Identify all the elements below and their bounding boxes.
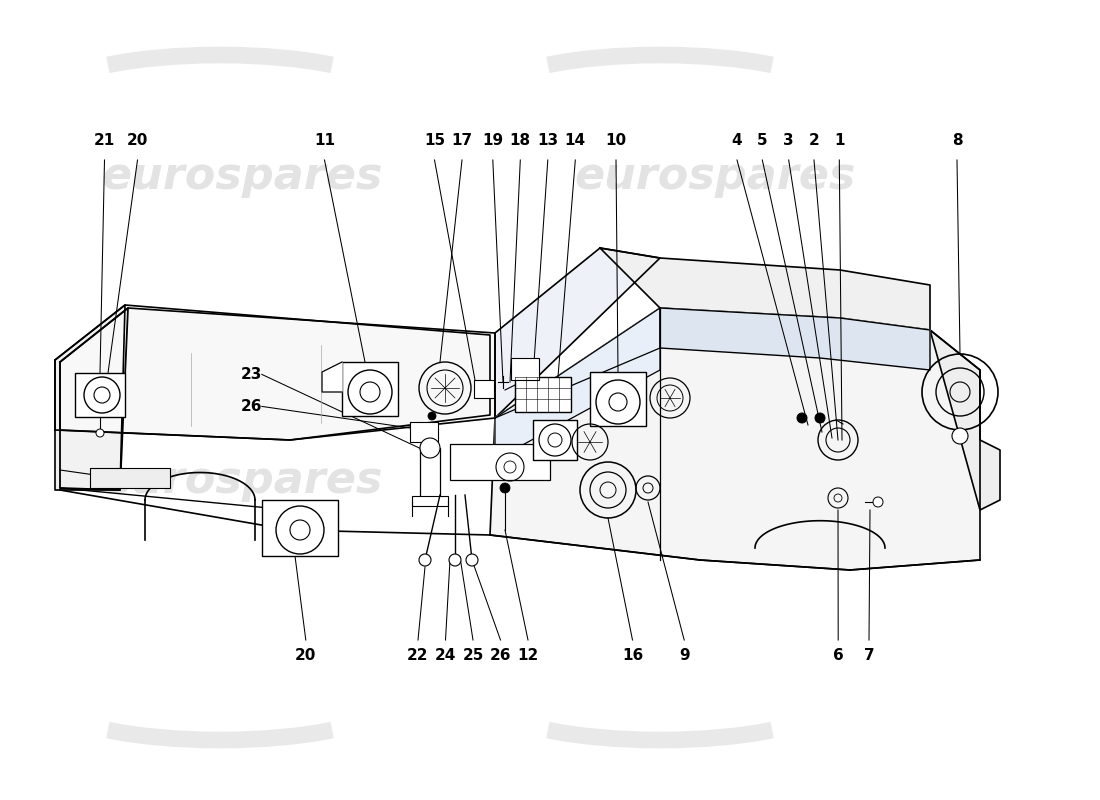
Text: eurospares: eurospares [574,154,856,198]
Polygon shape [322,362,342,392]
Text: 25: 25 [462,648,484,663]
Text: 20: 20 [295,648,317,663]
Text: 26: 26 [490,648,512,663]
Text: 16: 16 [621,648,643,663]
Polygon shape [60,308,495,440]
Polygon shape [600,248,930,330]
Text: 8: 8 [952,133,962,148]
Text: 10: 10 [605,133,627,148]
Bar [342,362,398,416]
Text: 14: 14 [564,133,586,148]
Text: 17: 17 [451,133,473,148]
Text: 22: 22 [407,648,429,663]
Bar [262,500,338,556]
Text: eurospares: eurospares [101,458,383,502]
Bar [75,373,125,417]
Text: 20: 20 [126,133,148,148]
Circle shape [815,413,825,423]
Bar [474,380,494,398]
Bar [420,448,440,498]
Circle shape [96,429,104,437]
Text: 18: 18 [509,133,531,148]
Text: 19: 19 [482,133,504,148]
Circle shape [420,438,440,458]
Text: 24: 24 [434,648,456,663]
Polygon shape [930,330,1000,510]
Circle shape [500,483,510,493]
Bar [90,468,170,488]
Bar [412,496,448,506]
Text: 23: 23 [241,367,262,382]
Text: 5: 5 [757,133,768,148]
Polygon shape [490,308,980,570]
Text: eurospares: eurospares [101,154,383,198]
Circle shape [798,413,807,423]
Circle shape [466,554,478,566]
Text: eurospares: eurospares [574,458,856,502]
Bar [534,420,578,460]
Polygon shape [495,308,660,460]
Circle shape [428,412,436,420]
Text: 12: 12 [517,648,539,663]
Circle shape [419,554,431,566]
Polygon shape [55,305,490,440]
Text: 2: 2 [808,133,820,148]
Text: 6: 6 [833,648,844,663]
Polygon shape [60,308,128,490]
Bar [450,444,550,480]
Polygon shape [495,248,660,418]
Text: 3: 3 [783,133,794,148]
Polygon shape [660,308,930,370]
Bar [515,377,571,412]
Text: 21: 21 [94,133,115,148]
Circle shape [449,554,461,566]
Bar [512,358,539,380]
Text: 9: 9 [679,648,690,663]
Circle shape [952,428,968,444]
Text: 11: 11 [314,133,336,148]
Text: 1: 1 [834,133,845,148]
Circle shape [873,497,883,507]
Text: 13: 13 [537,133,559,148]
Bar [410,422,438,442]
Polygon shape [55,305,125,490]
Text: 15: 15 [424,133,446,148]
Text: 4: 4 [732,133,742,148]
Bar [590,372,646,426]
Text: 26: 26 [240,399,262,414]
Text: 7: 7 [864,648,874,663]
